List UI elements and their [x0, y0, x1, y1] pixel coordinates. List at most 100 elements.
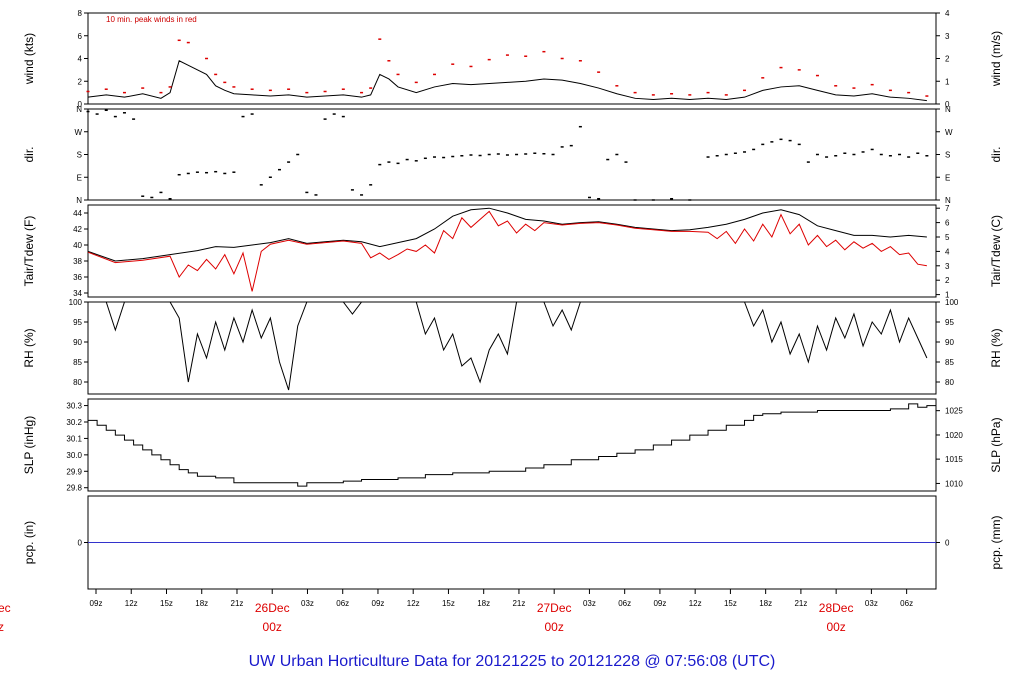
data-point — [205, 57, 209, 60]
data-point — [241, 115, 245, 118]
xtick-label: 15z — [160, 599, 173, 608]
xtick-label: 09z — [372, 599, 385, 608]
data-point — [432, 73, 436, 76]
data-point — [159, 91, 163, 94]
data-point — [815, 153, 819, 156]
ytick-label-left-dir: N — [76, 105, 82, 114]
panel-pcp: 0 0 pcp. (in) pcp. (mm) — [22, 495, 1003, 590]
data-point — [797, 143, 801, 146]
ytick-label-right-temp: 7 — [945, 204, 950, 213]
data-point — [560, 57, 564, 60]
data-point — [277, 168, 281, 171]
xtick-label: 15z — [724, 599, 737, 608]
ytick-label-right-wind: 4 — [945, 9, 950, 18]
data-point — [296, 153, 300, 156]
ytick-label-right-rh: 85 — [945, 358, 954, 367]
data-point — [852, 87, 856, 89]
xtick-label: 21z — [231, 599, 244, 608]
ytick-label-left-slp: 29.8 — [66, 484, 82, 493]
data-point — [542, 50, 546, 53]
ytick-label-right-dir: E — [945, 173, 950, 182]
data-point — [323, 118, 327, 120]
data-point — [515, 153, 519, 156]
panel-wind: 0 2 4 6 8 0 1 2 3 4 wind (kts) wind (m/s) — [22, 9, 1003, 109]
ytick-label-left-temp: 44 — [73, 209, 82, 218]
ytick-label-left-dir: S — [77, 151, 82, 160]
data-point — [305, 91, 309, 94]
series-dir-0 — [86, 109, 929, 201]
data-point — [396, 73, 400, 76]
day-hour-label: 00z — [545, 620, 564, 634]
data-point — [743, 151, 747, 153]
data-point — [779, 66, 783, 69]
data-point — [761, 143, 765, 146]
ytick-label-right-wind: 0 — [945, 100, 950, 109]
xtick-label: 03z — [301, 599, 314, 608]
data-point — [442, 156, 446, 159]
ytick-label-left-dir: N — [76, 196, 82, 205]
data-point — [387, 60, 391, 62]
data-point — [414, 160, 418, 162]
ytick-label-right-temp: 6 — [945, 219, 950, 228]
data-point — [287, 161, 291, 163]
data-point — [369, 87, 373, 89]
ylabel-left-slp: SLP (inHg) — [22, 416, 36, 474]
ytick-label-left-wind: 0 — [78, 100, 83, 109]
data-point — [615, 153, 619, 156]
data-point — [606, 158, 610, 161]
xtick-label: 18z — [195, 599, 208, 608]
data-point — [378, 38, 382, 40]
data-point — [259, 184, 263, 186]
data-point — [223, 81, 227, 84]
data-point — [186, 172, 190, 175]
data-point — [925, 95, 929, 97]
data-point — [925, 155, 929, 157]
xtick-label: 21z — [512, 599, 525, 608]
ytick-label-left-slp: 29.9 — [66, 467, 82, 476]
ytick-label-right-dir: S — [945, 151, 950, 160]
xtick-label: 21z — [794, 599, 807, 608]
data-point — [788, 139, 792, 142]
panel-frame-rh — [87, 301, 937, 395]
data-point — [396, 162, 400, 165]
data-point — [268, 176, 272, 178]
ylabel-left-dir: dir. — [22, 146, 36, 162]
data-point — [597, 71, 601, 73]
ylabel-right-pcp: pcp. (mm) — [989, 515, 1003, 569]
ytick-label-right-slp: 1025 — [945, 407, 963, 416]
panel-frame-dir — [87, 108, 937, 201]
ytick-label-right-rh: 95 — [945, 318, 954, 327]
data-point — [907, 91, 911, 94]
ylabel-left-wind: wind (kts) — [22, 33, 36, 85]
panel-frame-wind — [87, 12, 937, 105]
ylabel-left-temp: Tair/Tdew (F) — [22, 216, 36, 287]
data-point — [551, 153, 555, 156]
data-point — [578, 125, 582, 128]
day-date-label: 26Dec — [255, 601, 290, 615]
data-point — [888, 155, 892, 157]
edge-label-bottom: z — [0, 620, 4, 634]
xtick-label: 09z — [653, 599, 666, 608]
data-point — [168, 86, 172, 88]
ytick-label-right-temp: 3 — [945, 262, 950, 271]
data-point — [387, 161, 391, 163]
ytick-label-left-temp: 38 — [73, 257, 82, 266]
xtick-label: 06z — [618, 599, 631, 608]
data-point — [834, 85, 838, 87]
ytick-label-right-wind: 3 — [945, 32, 950, 41]
xtick-label: 06z — [336, 599, 349, 608]
ytick-label-right-slp: 1015 — [945, 455, 963, 464]
data-point — [615, 85, 619, 87]
ylabel-left-pcp: pcp. (in) — [22, 521, 36, 564]
ytick-label-right-rh: 100 — [945, 298, 959, 307]
ytick-label-left-temp: 34 — [73, 289, 82, 298]
panel-frame-slp — [87, 398, 937, 492]
data-point — [341, 88, 345, 90]
peak-winds-note: 10 min. peak winds in red — [106, 15, 197, 24]
xtick-label: 12z — [689, 599, 702, 608]
data-point — [651, 94, 655, 96]
ytick-label-right-dir: W — [945, 128, 953, 137]
data-point — [569, 144, 573, 147]
data-point — [132, 118, 136, 120]
